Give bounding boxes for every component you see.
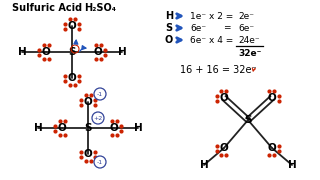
Text: 32e⁻: 32e⁻ — [238, 48, 261, 57]
Text: O: O — [220, 93, 228, 103]
Text: S: S — [244, 115, 252, 125]
Text: H: H — [200, 160, 208, 170]
Text: O: O — [58, 123, 66, 133]
Text: O: O — [84, 149, 92, 159]
Text: 6e⁻: 6e⁻ — [190, 24, 206, 33]
Text: H₂SO₄: H₂SO₄ — [84, 3, 116, 13]
Text: 16 + 16 = 32e⁻: 16 + 16 = 32e⁻ — [180, 65, 257, 75]
Text: H: H — [134, 123, 142, 133]
Text: 24e⁻: 24e⁻ — [238, 35, 260, 44]
Text: H: H — [34, 123, 42, 133]
Text: O: O — [84, 97, 92, 107]
Text: H: H — [18, 47, 26, 57]
Text: O: O — [68, 73, 76, 83]
Text: S: S — [165, 23, 172, 33]
Text: +2: +2 — [93, 116, 103, 120]
Circle shape — [94, 88, 106, 100]
FancyArrowPatch shape — [74, 40, 78, 44]
Text: O: O — [220, 143, 228, 153]
Text: =: = — [223, 24, 230, 33]
Text: O: O — [268, 143, 276, 153]
Text: H: H — [288, 160, 296, 170]
Text: 2e⁻: 2e⁻ — [238, 12, 254, 21]
Text: H: H — [118, 47, 126, 57]
Text: 1e⁻ x 2 =: 1e⁻ x 2 = — [190, 12, 233, 21]
Text: Sulfuric Acid: Sulfuric Acid — [12, 3, 82, 13]
Text: H: H — [165, 11, 173, 21]
Circle shape — [94, 156, 106, 168]
Text: O: O — [110, 123, 118, 133]
Text: O: O — [42, 47, 50, 57]
Text: -1: -1 — [97, 159, 103, 165]
Text: 6e⁻ x 4 =: 6e⁻ x 4 = — [190, 35, 233, 44]
FancyArrowPatch shape — [79, 46, 86, 52]
Text: S: S — [84, 123, 92, 133]
Text: S: S — [68, 47, 76, 57]
Text: O: O — [68, 21, 76, 31]
Text: 6e⁻: 6e⁻ — [238, 24, 254, 33]
FancyArrowPatch shape — [252, 68, 255, 71]
Circle shape — [92, 112, 104, 124]
Text: O: O — [94, 47, 102, 57]
Text: O: O — [165, 35, 173, 45]
Text: O: O — [268, 93, 276, 103]
Text: -1: -1 — [97, 91, 103, 96]
